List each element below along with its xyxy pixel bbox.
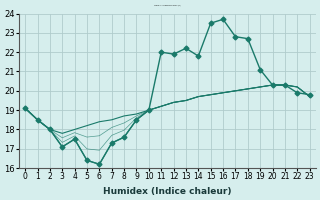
Title: Courbe de l'humidex pour Rodez (12): Courbe de l'humidex pour Rodez (12) xyxy=(154,4,181,6)
X-axis label: Humidex (Indice chaleur): Humidex (Indice chaleur) xyxy=(103,187,232,196)
